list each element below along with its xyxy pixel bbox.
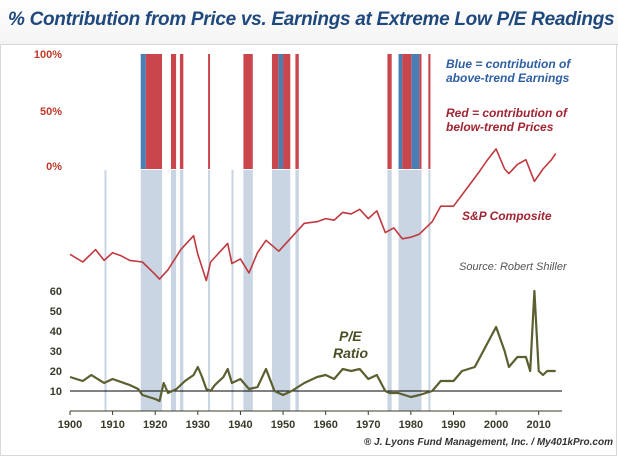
contribution-blue-2 [278,54,284,169]
sp-composite-label: S&P Composite [462,209,552,223]
x-tick-label: 1910 [100,419,124,431]
low-pe-band-10 [398,170,422,411]
low-pe-band-11 [428,170,431,411]
pe-label-line2: Ratio [333,345,368,361]
x-tick-label: 2000 [484,419,508,431]
pe-ratio-line [69,289,556,403]
contribution-blue-0 [140,54,146,169]
low-pe-band-2 [170,170,177,411]
chart-frame [0,44,617,456]
contribution-tick-label: 50% [40,106,62,118]
pe-tick-label: 50 [50,306,62,318]
pe-ratio-series [69,289,556,403]
low-pe-band-0 [104,170,107,411]
low-pe-band-4 [208,170,211,411]
pe-tick-label: 30 [50,346,62,358]
contribution-blue-4 [411,54,420,169]
contribution-area [140,54,431,169]
low-pe-band-9 [387,170,392,411]
pe-label-line1: P/E [339,328,362,344]
contribution-tick-label: 0% [46,161,62,173]
contribution-blue-3 [398,54,403,169]
contribution-red-1 [170,54,177,169]
x-tick-label: 2010 [526,419,550,431]
x-tick-label: 1950 [271,419,295,431]
low-pe-band-3 [179,170,184,411]
contribution-red-10 [419,54,422,169]
contribution-red-0 [145,54,163,169]
x-tick-label: 1940 [228,419,252,431]
source-label: Source: Robert Shiller [459,261,568,273]
contribution-tick-label: 100% [34,49,62,61]
contribution-red-6 [283,54,291,169]
x-tick-label: 1960 [313,419,337,431]
x-tick-label: 1920 [143,419,167,431]
low-pe-band-6 [243,170,253,411]
contribution-red-9 [402,54,412,169]
contribution-red-7 [295,54,299,169]
legend-red-line2: below-trend Prices [446,120,554,134]
contribution-red-5 [271,54,279,169]
pe-tick-label: 40 [50,326,62,338]
axes [70,390,562,412]
x-tick-label: 1930 [186,419,210,431]
low-pe-shading [104,170,431,411]
x-tick-label: 1900 [58,419,82,431]
legend-blue-line2: above-trend Earnings [446,71,570,85]
copyright-label: ® J. Lyons Fund Management, Inc. / My401… [364,437,613,448]
contribution-red-8 [387,54,392,169]
legend-red-line1: Red = contribution of [446,106,568,120]
x-tick-label: 1980 [399,419,423,431]
low-pe-band-1 [140,170,163,411]
low-pe-band-8 [295,170,299,411]
pe-tick-label: 10 [50,386,62,398]
pe-tick-label: 60 [50,286,62,298]
x-tick-label: 1970 [356,419,380,431]
sp-composite-series [69,148,557,282]
legend-blue-line1: Blue = contribution of [446,57,571,71]
contribution-red-3 [208,54,211,169]
title-bar: % Contribution from Price vs. Earnings a… [0,0,618,45]
pe-tick-label: 20 [50,366,62,378]
low-pe-band-7 [271,170,291,411]
chart-title: % Contribution from Price vs. Earnings a… [8,9,615,30]
contribution-red-2 [179,54,184,169]
contribution-red-11 [428,54,431,169]
contribution-red-4 [243,54,253,169]
sp-composite-line [69,148,557,282]
low-pe-band-5 [231,170,234,411]
x-tick-label: 1990 [441,419,465,431]
